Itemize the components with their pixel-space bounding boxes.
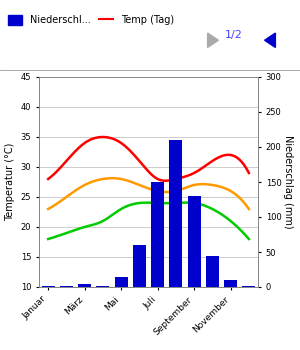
Bar — [60, 286, 73, 287]
Bar — [151, 182, 164, 287]
Bar — [115, 276, 128, 287]
Text: 1/2: 1/2 — [225, 30, 243, 40]
Legend: Niederschl..., Temp (Tag): Niederschl..., Temp (Tag) — [5, 12, 177, 28]
Bar — [78, 284, 91, 287]
Bar — [97, 286, 109, 287]
Bar — [169, 140, 182, 287]
Bar — [224, 280, 237, 287]
Bar — [206, 256, 219, 287]
Bar — [242, 286, 255, 287]
Bar — [42, 286, 55, 287]
Y-axis label: Temperatur (°C): Temperatur (°C) — [5, 143, 15, 221]
Bar — [133, 245, 146, 287]
Bar — [188, 196, 200, 287]
Polygon shape — [208, 33, 218, 48]
Polygon shape — [265, 33, 275, 48]
Y-axis label: Niederschlag (mm): Niederschlag (mm) — [283, 135, 292, 229]
